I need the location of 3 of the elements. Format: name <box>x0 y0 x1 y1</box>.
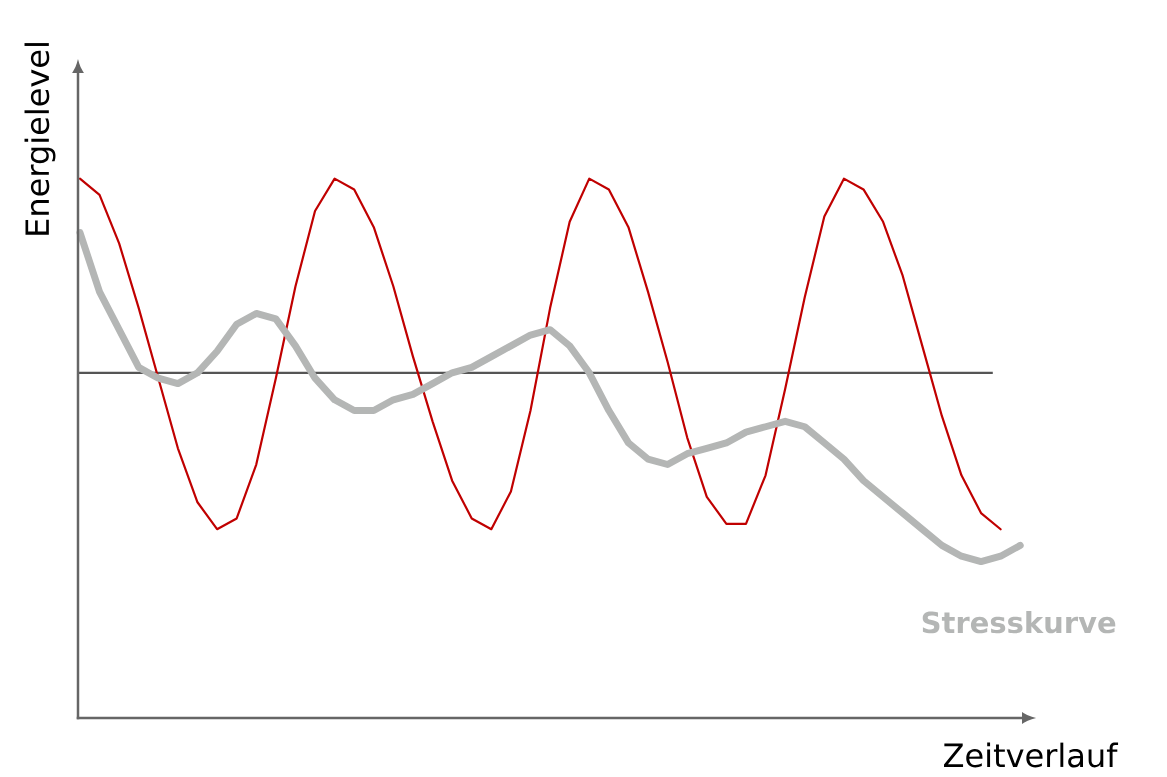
y-axis-title: Energielevel <box>24 43 56 235</box>
text: Stresskurve <box>922 610 1116 634</box>
x-axis-title: Zeitverlauf <box>944 742 1119 768</box>
